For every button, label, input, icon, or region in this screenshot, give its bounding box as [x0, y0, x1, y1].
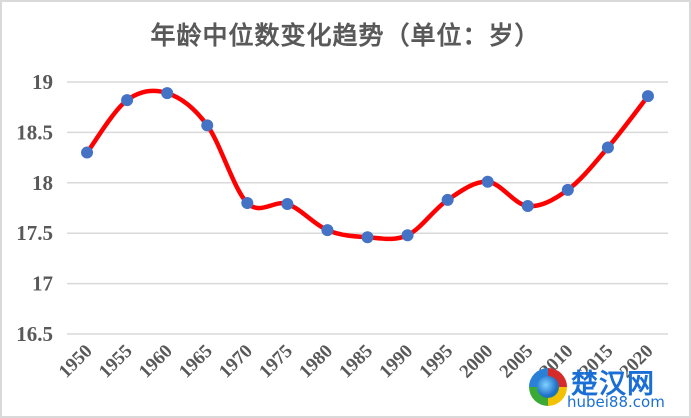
globe-icon — [529, 368, 567, 406]
x-tick-label: 1980 — [295, 341, 337, 383]
y-axis-ticks: 19 18.5 18 17.5 17 16.5 — [16, 70, 53, 346]
data-point-marker — [561, 183, 574, 196]
data-point-marker — [161, 87, 174, 100]
y-tick-label: 19 — [32, 70, 53, 94]
x-tick-label: 1990 — [375, 341, 417, 383]
x-tick-label: 2000 — [456, 341, 498, 383]
data-point-marker — [601, 141, 614, 154]
x-tick-label: 1995 — [415, 341, 457, 383]
data-point-marker — [241, 196, 254, 209]
data-point-marker — [481, 175, 494, 188]
x-tick-label: 1955 — [95, 341, 137, 383]
x-tick-label: 1950 — [55, 341, 97, 383]
watermark-logo: 楚汉网 hubei88.com — [525, 362, 690, 414]
chart-title: 年龄中位数变化趋势（单位：岁） — [150, 21, 541, 50]
x-tick-label: 1970 — [215, 341, 257, 383]
x-tick-label: 1985 — [335, 341, 377, 383]
gridlines — [67, 81, 668, 335]
y-tick-label: 16.5 — [16, 322, 53, 346]
watermark-cn: 楚汉网 — [571, 369, 655, 400]
data-point-marker — [521, 199, 534, 212]
data-point-marker — [281, 197, 294, 210]
data-markers — [81, 87, 654, 244]
y-tick-label: 18 — [32, 171, 53, 195]
watermark-en: hubei88.com — [567, 393, 665, 411]
data-point-marker — [121, 94, 134, 107]
data-point-marker — [201, 119, 214, 132]
x-tick-label: 1975 — [255, 341, 297, 383]
x-tick-label: 1965 — [175, 341, 217, 383]
x-tick-label: 1960 — [135, 341, 177, 383]
y-tick-label: 17.5 — [16, 221, 53, 245]
data-point-marker — [401, 229, 414, 242]
data-point-marker — [321, 224, 334, 237]
data-point-marker — [81, 146, 94, 159]
data-point-marker — [641, 90, 654, 103]
y-tick-label: 17 — [32, 272, 53, 296]
y-tick-label: 18.5 — [16, 120, 53, 144]
data-line — [84, 88, 651, 242]
data-point-marker — [441, 193, 454, 206]
data-point-marker — [361, 231, 374, 244]
